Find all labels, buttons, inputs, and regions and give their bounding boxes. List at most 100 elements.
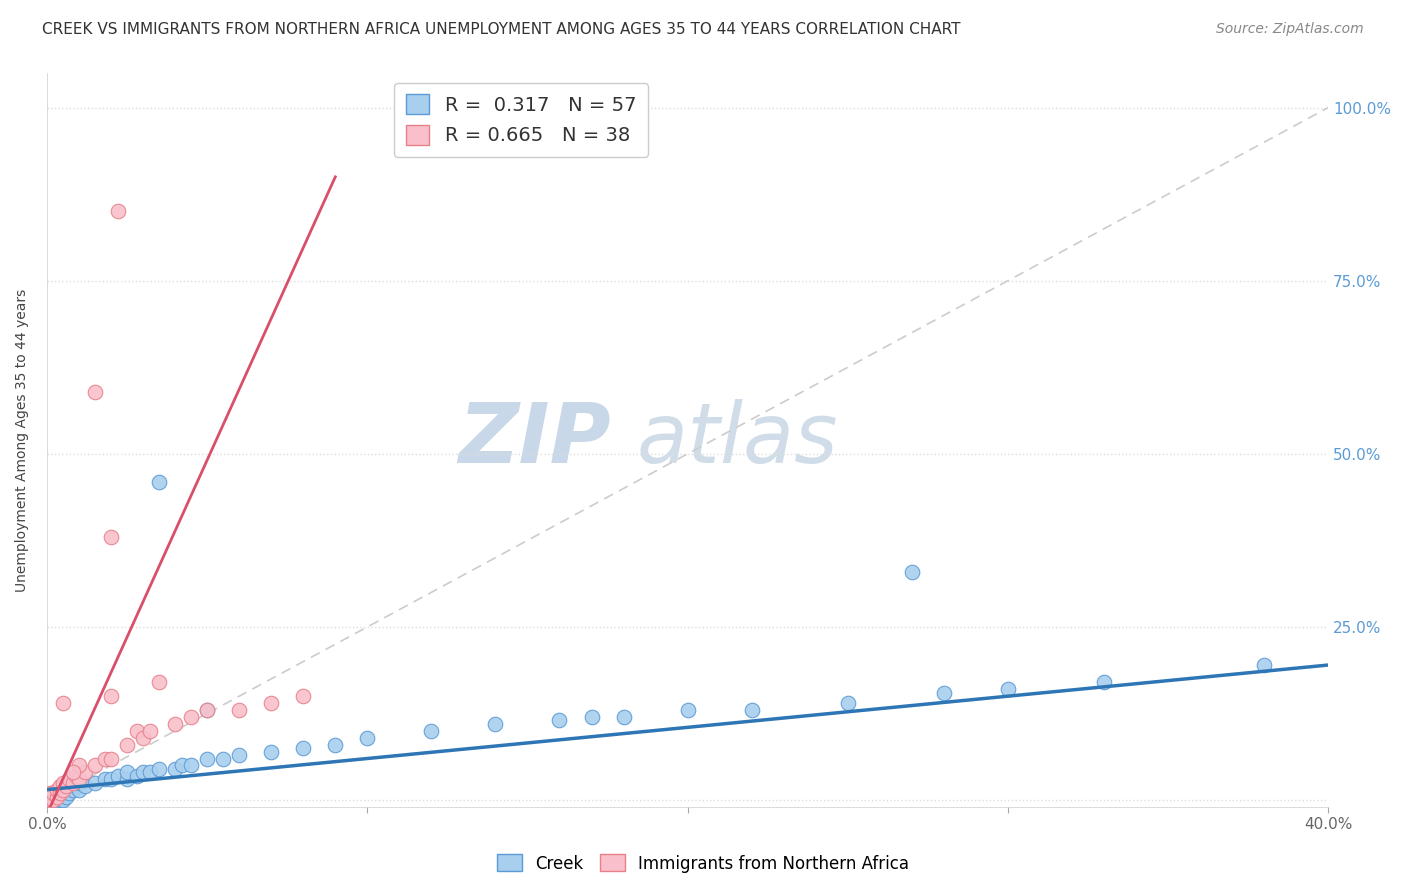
Point: [180, 710, 202, 724]
Y-axis label: Unemployment Among Ages 35 to 44 years: Unemployment Among Ages 35 to 44 years: [15, 288, 30, 591]
Legend: Creek, Immigrants from Northern Africa: Creek, Immigrants from Northern Africa: [491, 847, 915, 880]
Point: [58, 779, 80, 793]
Point: [93, 772, 115, 787]
Point: [45, 786, 67, 800]
Point: [741, 703, 763, 717]
Point: [165, 762, 187, 776]
Point: [484, 717, 506, 731]
Point: [55, 782, 77, 797]
Point: [115, 738, 138, 752]
Point: [125, 769, 148, 783]
Point: [49, 788, 72, 802]
Point: [292, 689, 315, 703]
Point: [62, 776, 84, 790]
Point: [58, 786, 80, 800]
Point: [292, 741, 315, 756]
Point: [932, 686, 955, 700]
Point: [67, 758, 90, 772]
Point: [581, 710, 603, 724]
Point: [170, 758, 193, 772]
Point: [42, 793, 65, 807]
Point: [115, 765, 138, 780]
Point: [100, 530, 122, 544]
Point: [148, 675, 170, 690]
Point: [837, 696, 859, 710]
Point: [107, 204, 129, 219]
Point: [39, 793, 62, 807]
Point: [84, 758, 107, 772]
Text: atlas: atlas: [637, 400, 838, 481]
Point: [260, 745, 283, 759]
Point: [100, 689, 122, 703]
Point: [62, 765, 84, 780]
Point: [195, 751, 218, 765]
Point: [49, 779, 72, 793]
Point: [52, 696, 75, 710]
Point: [39, 793, 62, 807]
Point: [148, 475, 170, 489]
Point: [676, 703, 699, 717]
Point: [148, 762, 170, 776]
Text: CREEK VS IMMIGRANTS FROM NORTHERN AFRICA UNEMPLOYMENT AMONG AGES 35 TO 44 YEARS : CREEK VS IMMIGRANTS FROM NORTHERN AFRICA…: [42, 22, 960, 37]
Point: [52, 776, 75, 790]
Point: [39, 793, 62, 807]
Text: ZIP: ZIP: [458, 400, 610, 481]
Point: [52, 793, 75, 807]
Point: [55, 779, 77, 793]
Point: [195, 703, 218, 717]
Point: [84, 384, 107, 399]
Point: [900, 565, 922, 579]
Point: [107, 769, 129, 783]
Point: [84, 776, 107, 790]
Point: [58, 772, 80, 787]
Point: [45, 782, 67, 797]
Point: [42, 786, 65, 800]
Point: [138, 723, 160, 738]
Point: [138, 765, 160, 780]
Point: [39, 789, 62, 804]
Point: [1092, 675, 1115, 690]
Point: [548, 714, 571, 728]
Point: [356, 731, 378, 745]
Point: [65, 769, 87, 783]
Point: [165, 717, 187, 731]
Point: [212, 751, 235, 765]
Point: [93, 751, 115, 765]
Text: Source: ZipAtlas.com: Source: ZipAtlas.com: [1216, 22, 1364, 37]
Point: [52, 786, 75, 800]
Point: [65, 779, 87, 793]
Point: [45, 789, 67, 804]
Point: [49, 793, 72, 807]
Point: [115, 772, 138, 787]
Point: [1253, 658, 1275, 673]
Point: [228, 747, 250, 762]
Point: [52, 779, 75, 793]
Point: [997, 682, 1019, 697]
Point: [45, 789, 67, 804]
Point: [42, 786, 65, 800]
Point: [52, 782, 75, 797]
Point: [612, 710, 634, 724]
Point: [55, 789, 77, 804]
Point: [75, 765, 97, 780]
Point: [67, 776, 90, 790]
Point: [260, 696, 283, 710]
Point: [67, 772, 90, 787]
Point: [45, 793, 67, 807]
Point: [49, 786, 72, 800]
Legend: R =  0.317   N = 57, R = 0.665   N = 38: R = 0.317 N = 57, R = 0.665 N = 38: [394, 83, 648, 157]
Point: [132, 731, 155, 745]
Point: [228, 703, 250, 717]
Point: [420, 723, 443, 738]
Point: [323, 738, 346, 752]
Point: [132, 765, 155, 780]
Point: [39, 786, 62, 800]
Point: [100, 751, 122, 765]
Point: [195, 703, 218, 717]
Point: [49, 782, 72, 797]
Point: [42, 793, 65, 807]
Point: [67, 782, 90, 797]
Point: [125, 723, 148, 738]
Point: [62, 782, 84, 797]
Point: [100, 772, 122, 787]
